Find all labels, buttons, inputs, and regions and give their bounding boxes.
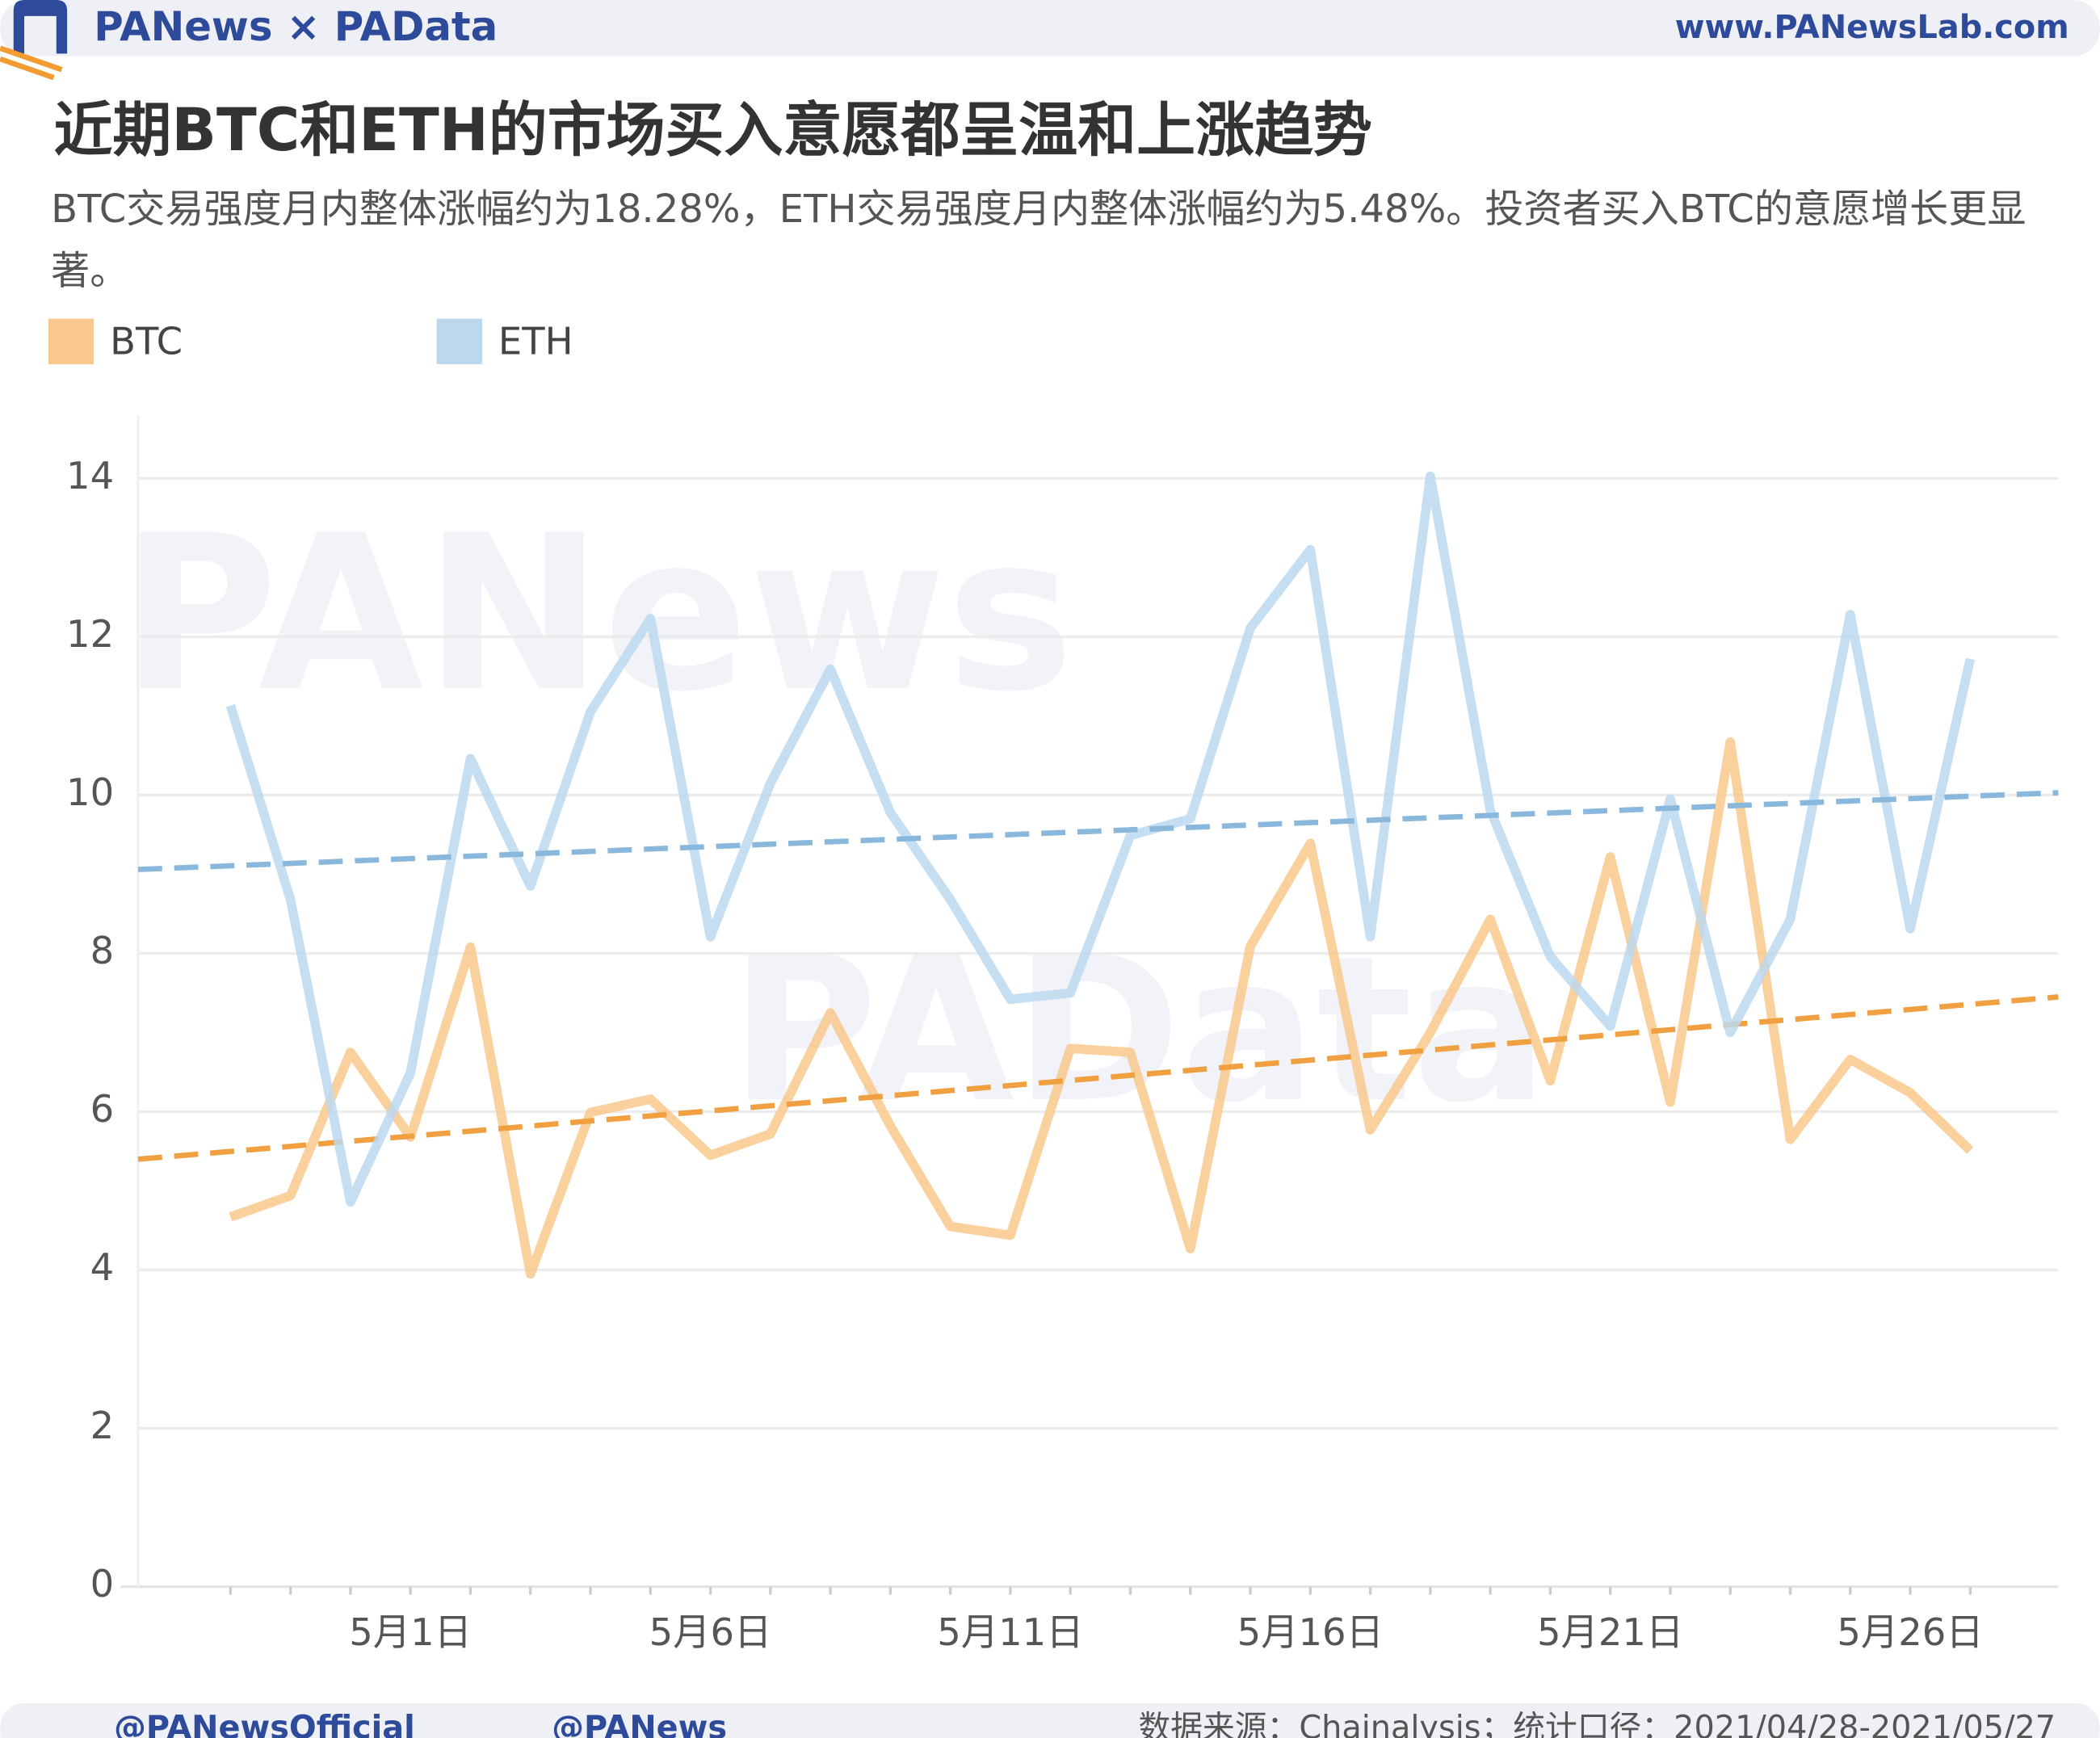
x-tick-label: 5月1日 [349,1610,472,1654]
source: 数据来源：Chainalysis；统计口径：2021/04/28-2021/05… [1138,1710,2056,1738]
y-tick-label: 14 [66,454,114,497]
y-tick-label: 10 [66,770,114,814]
x-tick-label: 5月6日 [649,1610,772,1654]
legend-label: ETH [498,320,573,363]
logo-stripes [0,45,63,81]
y-tick-label: 0 [90,1562,115,1606]
logo [13,0,68,54]
x-tick-label: 5月26日 [1837,1610,1983,1654]
y-tick-label: 8 [90,929,115,972]
watermark: PAData [730,913,1548,1147]
data-line [225,471,1975,1207]
y-tick-label: 2 [90,1404,115,1447]
x-tick-label: 5月16日 [1237,1610,1384,1654]
legend-swatch [436,318,483,364]
data-line [229,737,1974,1279]
x-tick-label: 5月11日 [937,1610,1083,1654]
y-tick-label: 4 [90,1245,115,1289]
legend-swatch [48,318,94,364]
weibo: @PANews [552,1710,727,1738]
twitter: @PANewsOfficial [114,1710,415,1738]
site: www.PANewsLab.com [1675,9,2069,46]
trend-line [137,790,2059,872]
legend-label: BTC [110,320,183,363]
y-tick-label: 12 [66,612,114,656]
y-tick-label: 6 [90,1087,115,1131]
footer-bar [0,1702,2100,1738]
x-tick-label: 5月21日 [1537,1610,1683,1654]
chart-title: 近期BTC和ETH的市场买入意愿都呈温和上涨趋势 [53,96,1371,165]
subtitle-box: BTC交易强度月内整体涨幅约为18.28%，ETH交易强度月内整体涨幅约为5.4… [51,186,2026,294]
brand: PANews × PAData [94,3,498,50]
subtitle: BTC交易强度月内整体涨幅约为18.28%，ETH交易强度月内整体涨幅约为5.4… [51,186,2026,294]
header-bar [0,0,2100,57]
